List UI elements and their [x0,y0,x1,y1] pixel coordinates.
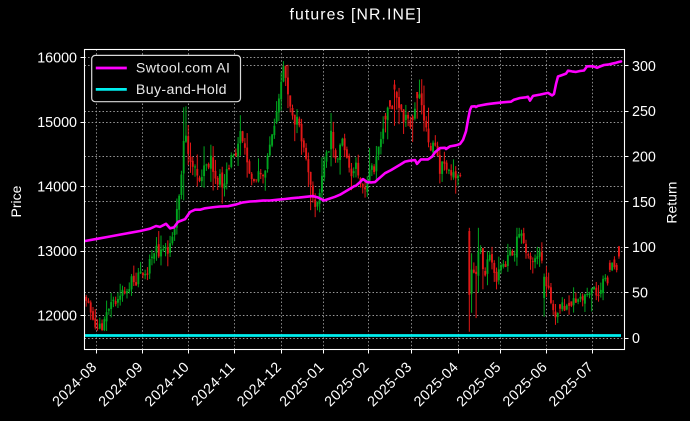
svg-text:Price: Price [8,185,24,217]
svg-text:16000: 16000 [37,50,77,66]
svg-text:250: 250 [632,104,656,120]
svg-text:Return: Return [664,182,680,224]
svg-text:Swtool.com AI: Swtool.com AI [136,61,230,77]
svg-text:Buy-and-Hold: Buy-and-Hold [136,82,227,98]
svg-text:200: 200 [632,150,656,166]
svg-text:futures [NR.INE]: futures [NR.INE] [289,7,422,24]
svg-text:50: 50 [632,286,648,302]
svg-text:13000: 13000 [37,244,77,260]
svg-text:100: 100 [632,240,656,256]
svg-text:300: 300 [632,59,656,75]
svg-text:12000: 12000 [37,308,77,324]
svg-text:15000: 15000 [37,115,77,131]
svg-text:14000: 14000 [37,179,77,195]
svg-text:0: 0 [632,331,640,347]
svg-text:150: 150 [632,195,656,211]
